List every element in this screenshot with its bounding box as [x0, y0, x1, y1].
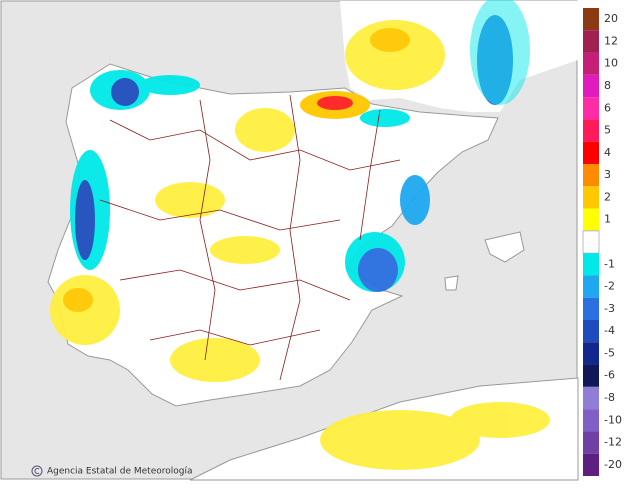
legend-swatch [583, 208, 599, 231]
legend-swatch [583, 386, 599, 410]
legend-swatch [583, 97, 599, 120]
legend-label: -6 [604, 369, 615, 382]
legend-swatch [583, 342, 599, 365]
legend: 20 12 10 8 6 5 4 3 2 1 -1 -2 -3 -4 -5 -6 -8 -10 -12 -20 [582, 8, 622, 476]
legend-label: 2 [604, 190, 611, 203]
legend-label: 20 [604, 12, 618, 25]
legend-swatch [583, 164, 599, 187]
legend-swatch [583, 8, 599, 31]
province-borders [99, 94, 401, 381]
legend-swatch [583, 119, 599, 142]
legend-label: 3 [604, 168, 611, 181]
legend-swatch [583, 364, 599, 387]
legend-label: -4 [604, 324, 615, 337]
legend-swatch [583, 431, 599, 454]
legend-swatch [583, 186, 599, 209]
legend-label: -12 [604, 436, 622, 449]
legend-swatch [583, 253, 599, 276]
legend-swatch [583, 453, 599, 476]
legend-swatch [583, 409, 599, 432]
legend-swatch [583, 320, 599, 343]
legend-swatch [583, 297, 599, 320]
legend-gap [582, 230, 600, 254]
legend-label: -1 [604, 257, 615, 270]
legend-swatch [583, 74, 599, 98]
legend-label: 1 [604, 213, 611, 226]
anomaly-patches [50, 0, 550, 470]
legend-swatch [583, 52, 599, 75]
legend-swatch [583, 275, 599, 298]
legend-label: 5 [604, 124, 611, 137]
legend-swatch [583, 141, 599, 164]
legend-label: -10 [604, 413, 622, 426]
legend-label: -3 [604, 302, 615, 315]
balearics [444, 231, 525, 291]
legend-label: 6 [604, 101, 611, 114]
legend-label: 10 [604, 57, 618, 70]
legend-label: 8 [604, 79, 611, 92]
copyright-icon [31, 465, 43, 477]
map [47, 0, 579, 481]
credit-text: Agencia Estatal de Meteorología [47, 467, 193, 477]
legend-label: 4 [604, 146, 611, 159]
legend-swatch [583, 30, 599, 53]
legend-label: -5 [604, 346, 615, 359]
legend-label: 12 [604, 34, 618, 47]
legend-label: -2 [604, 280, 615, 293]
copyright-icon-c [34, 468, 40, 474]
legend-label: -8 [604, 391, 615, 404]
legend-label: -20 [604, 458, 622, 471]
credit: Agencia Estatal de Meteorología [31, 465, 193, 477]
